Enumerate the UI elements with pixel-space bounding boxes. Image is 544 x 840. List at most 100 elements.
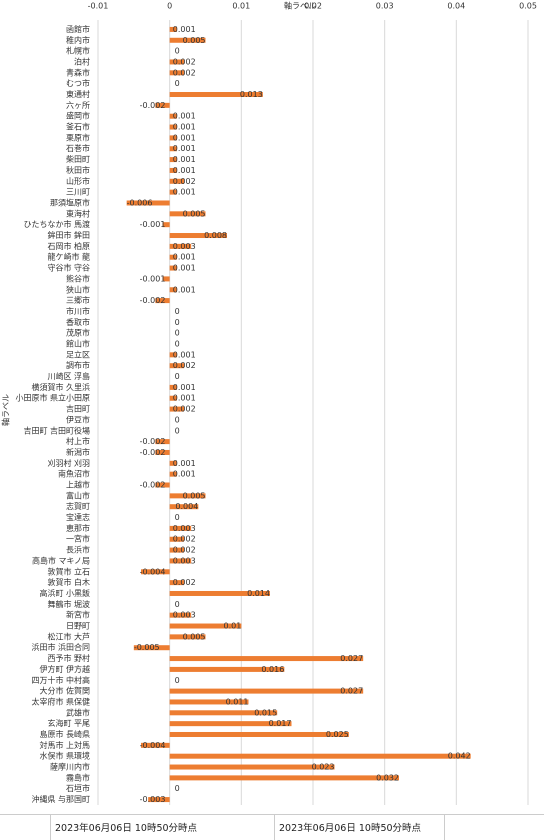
data-label: 0.016 [261, 665, 284, 674]
data-label: 0.014 [247, 589, 270, 598]
bar [169, 384, 177, 390]
data-label: -0.002 [140, 481, 166, 490]
bar [162, 276, 170, 282]
x-tick-label: 0.03 [376, 2, 394, 11]
y-tick-label: 三郷市 [66, 295, 90, 305]
data-label: 0 [175, 415, 180, 424]
y-tick-label: ひたちなか市 馬渡 [23, 219, 90, 229]
y-tick-label: 霧島市 [66, 772, 90, 782]
y-tick-label: 上越市 [66, 480, 90, 490]
y-tick-label: 富山市 [66, 490, 90, 500]
data-label: 0.002 [173, 546, 196, 555]
data-label: 0.001 [173, 285, 196, 294]
y-tick-label: 守谷市 守谷 [47, 263, 90, 273]
data-label: 0.001 [173, 166, 196, 175]
data-label: -0.004 [140, 741, 166, 750]
y-tick-label: 川崎区 浮島 [47, 371, 90, 381]
bar [141, 742, 170, 748]
bar [169, 59, 184, 65]
data-label: 0.032 [376, 773, 399, 782]
data-label: 0 [175, 79, 180, 88]
data-label: 0 [175, 318, 180, 327]
data-label: 0.027 [340, 687, 363, 696]
x-tick-label: 0.02 [304, 2, 322, 11]
y-tick-label: 足立区 [66, 349, 90, 359]
y-tick-label: 盛岡市 [66, 111, 90, 121]
bar [162, 222, 170, 228]
y-tick-label: 一宮市 [66, 534, 90, 544]
data-label: 0.001 [173, 112, 196, 121]
bar [169, 634, 206, 640]
y-tick-label: 香取市 [66, 317, 90, 327]
y-tick-label: 熊谷市 [66, 273, 90, 283]
data-label: 0.008 [204, 231, 227, 240]
y-tick-label: 青森市 [66, 67, 90, 77]
y-tick-label: 稚内市 [66, 35, 90, 45]
bar [169, 547, 184, 553]
data-label: 0.005 [183, 491, 206, 500]
data-label: 0 [175, 339, 180, 348]
data-label: 0.001 [173, 155, 196, 164]
data-label: 0.011 [226, 697, 249, 706]
bar [169, 254, 177, 260]
chart: 軸ラベル 軸ラベル -0.01 0 0.01 0.02 0.03 0.04 0.05 函館市 0… [1, 1, 537, 805]
data-label: 0 [175, 426, 180, 435]
y-tick-label: 松江市 大芦 [47, 631, 90, 641]
data-label: 0.002 [173, 361, 196, 370]
x-tick-label: 0 [167, 2, 172, 11]
data-label: 0.023 [312, 763, 335, 772]
bar [169, 167, 177, 173]
bar [155, 102, 170, 108]
y-tick-label: 石垣市 [66, 783, 90, 793]
bar [169, 157, 177, 163]
data-label: 0.003 [173, 242, 196, 251]
bar [169, 699, 249, 705]
data-label: 0.002 [173, 578, 196, 587]
data-label: 0.003 [173, 556, 196, 565]
y-tick-label: 柴田町 [66, 154, 90, 164]
data-label: 0.001 [173, 144, 196, 153]
x-axis-title: 軸ラベル [284, 1, 316, 11]
bar [169, 558, 192, 564]
bar [169, 265, 177, 271]
y-tick-label: 玄海町 平尾 [47, 718, 90, 728]
y-tick-label: 伊方町 伊方越 [39, 664, 90, 674]
data-label: 0.025 [326, 730, 349, 739]
data-label: 0.001 [173, 470, 196, 479]
bar [169, 753, 471, 759]
data-label: 0.004 [175, 502, 198, 511]
y-tick-label: 館山市 [66, 338, 90, 348]
bar [169, 666, 285, 672]
bar [133, 645, 170, 651]
data-label: 0.042 [448, 752, 471, 761]
bar [148, 797, 170, 803]
bar [169, 525, 192, 531]
bar [169, 146, 177, 152]
y-tick-label: 恵那市 [66, 523, 90, 533]
footer-cell [444, 815, 544, 840]
data-label: 0 [175, 307, 180, 316]
y-tick-label: 志賀町 [66, 501, 90, 511]
data-label: 0.001 [173, 459, 196, 468]
bar [169, 135, 177, 141]
y-tick-label: 武雄市 [66, 707, 90, 717]
bar [169, 189, 177, 195]
bar [169, 612, 192, 618]
data-label: 0.005 [183, 632, 206, 641]
bar [169, 363, 184, 369]
bar [169, 460, 177, 466]
y-tick-label: 栗原市 [66, 132, 90, 142]
bar [169, 493, 206, 499]
bar [169, 504, 199, 510]
y-tick-label: むつ市 [66, 78, 90, 88]
bar [169, 37, 206, 43]
y-tick-label: 東通村 [66, 89, 90, 99]
y-axis-title: 軸ラベル [1, 394, 11, 426]
y-tick-label: 南魚沼市 [58, 469, 90, 479]
y-tick-label: 鉾田市 鉾田 [47, 230, 90, 240]
y-tick-label: 高浜町 小黒飯 [39, 588, 90, 598]
bar [169, 70, 184, 76]
y-tick-label: 宝達志 [66, 512, 90, 522]
y-tick-label: 茂原市 [66, 328, 90, 338]
bar [169, 26, 177, 32]
